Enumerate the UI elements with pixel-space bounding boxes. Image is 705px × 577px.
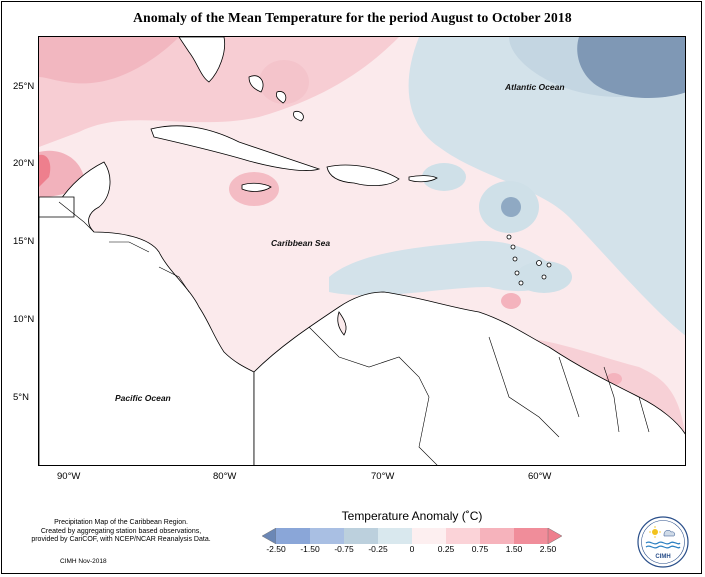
warm-anomaly-region	[39, 37, 179, 84]
colorbar-tick-label: 0.75	[471, 544, 489, 554]
cimh-logo-icon: CIMH	[637, 516, 689, 568]
caribbean-sea-label: Caribbean Sea	[271, 238, 331, 248]
latitude-tick: 25°N	[13, 81, 35, 92]
warm-anomaly-region	[501, 293, 521, 309]
latitude-tick: 15°N	[13, 236, 35, 247]
latitude-tick: 5°N	[13, 392, 29, 403]
colorbar-segment	[378, 528, 412, 544]
map-notes: Precipitation Map of the Caribbean Regio…	[16, 519, 226, 545]
longitude-tick: 70°W	[371, 471, 395, 482]
cool-anomaly-region	[422, 163, 466, 191]
land-masses	[39, 37, 685, 465]
colorbar-segment	[344, 528, 378, 544]
colorbar-segment	[446, 528, 480, 544]
strong-cool-anomaly	[577, 37, 685, 99]
issue-date: CIMH Nov-2018	[60, 558, 107, 565]
notes-line: Precipitation Map of the Caribbean Regio…	[54, 519, 188, 526]
colorbar-tick-label: -0.25	[368, 544, 388, 554]
longitude-tick: 90°W	[57, 471, 81, 482]
pacific-ocean-label: Pacific Ocean	[115, 393, 171, 403]
colorbar-tick-label: 2.50	[539, 544, 557, 554]
colorbar-segment	[276, 528, 310, 544]
atlantic-ocean-label: Atlantic Ocean	[505, 82, 565, 92]
cool-anomaly-region	[329, 241, 559, 296]
colorbar-tick-label: 0.25	[437, 544, 455, 554]
logo-text: CIMH	[655, 554, 670, 560]
longitude-tick: 60°W	[528, 471, 552, 482]
colorbar-segment	[412, 528, 446, 544]
colorbar-tick-label: 1.50	[505, 544, 523, 554]
strong-cool-anomaly	[501, 197, 521, 217]
strong-warm-anomaly	[39, 154, 51, 187]
colorbar-segment	[547, 528, 562, 544]
cool-anomaly-region	[408, 37, 685, 336]
colorbar-tick-label: -0.75	[334, 544, 354, 554]
colorbar-segment	[310, 528, 344, 544]
colorbar-tick-label: 0	[409, 544, 415, 554]
colorbar	[262, 528, 562, 544]
country-borders	[58, 201, 650, 465]
colorbar-segment	[262, 528, 277, 544]
latitude-tick: 20°N	[13, 158, 35, 169]
colorbar-segment	[514, 528, 548, 544]
longitude-tick: 80°W	[213, 471, 237, 482]
warm-anomaly-region	[259, 60, 309, 104]
colorbar-segment	[480, 528, 514, 544]
notes-line: Created by aggregating station based obs…	[40, 527, 202, 535]
map-panel: Atlantic Ocean Caribbean Sea Pacific Oce…	[38, 36, 686, 466]
notes-line: provided by CariCOF, with NCEP/NCAR Rean…	[31, 536, 211, 543]
latitude-tick: 10°N	[13, 314, 35, 325]
anomaly-map	[39, 37, 685, 465]
legend-title: Temperature Anomaly (˚C)	[341, 509, 483, 523]
colorbar-tick-label: -1.50	[300, 544, 320, 554]
map-title: Anomaly of the Mean Temperature for the …	[133, 10, 572, 25]
colorbar-tick-label: -2.50	[266, 544, 286, 554]
